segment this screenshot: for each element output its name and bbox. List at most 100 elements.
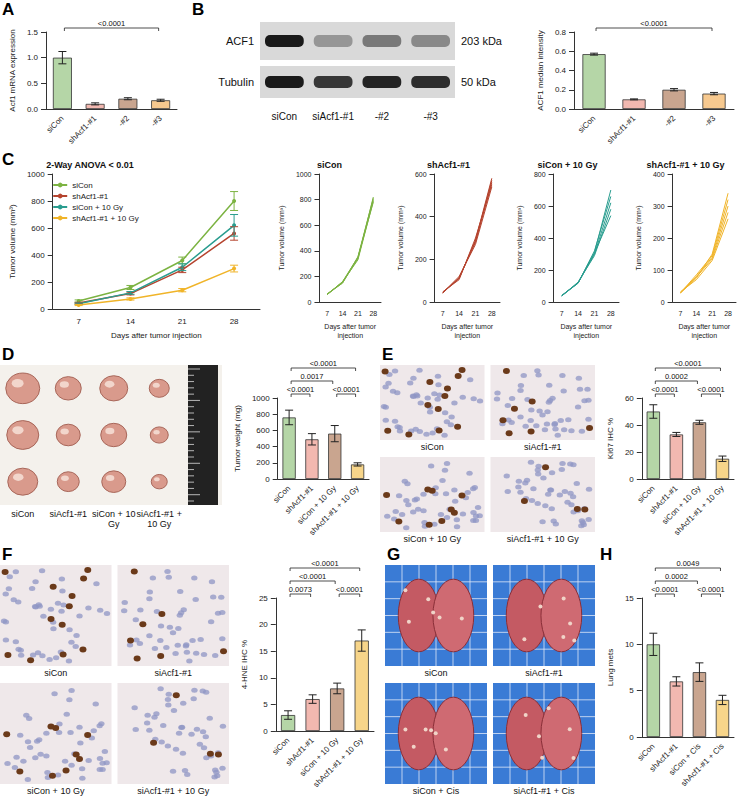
svg-text:28: 28 <box>724 310 732 317</box>
svg-text:<0.0001: <0.0001 <box>287 385 314 394</box>
svg-text:600: 600 <box>256 426 270 435</box>
svg-text:1.5: 1.5 <box>27 28 39 37</box>
svg-text:200: 200 <box>256 458 270 467</box>
svg-text:0.0049: 0.0049 <box>676 559 699 568</box>
svg-text:<0.0001: <0.0001 <box>674 359 701 368</box>
svg-text:21: 21 <box>472 310 480 317</box>
svg-text:0.4: 0.4 <box>555 66 567 75</box>
svg-text:shAcf1-#1: shAcf1-#1 <box>67 113 99 145</box>
svg-text:7: 7 <box>679 310 683 317</box>
svg-text:Lung mets: Lung mets <box>606 649 615 686</box>
svg-text:0.0: 0.0 <box>555 105 567 114</box>
svg-text:21: 21 <box>178 317 187 326</box>
svg-text:injection: injection <box>691 332 717 340</box>
svg-text:Ki67 IHC %: Ki67 IHC % <box>606 418 615 459</box>
svg-text:0: 0 <box>308 299 312 306</box>
svg-text:7: 7 <box>76 317 81 326</box>
svg-text:Tubulin: Tubulin <box>218 76 254 88</box>
svg-text:21: 21 <box>591 310 599 317</box>
svg-text:28: 28 <box>607 310 615 317</box>
svg-text:1000: 1000 <box>296 171 312 178</box>
svg-text:14: 14 <box>339 310 347 317</box>
svg-text:ACF1: ACF1 <box>226 35 254 47</box>
svg-text:siCon: siCon <box>636 742 657 763</box>
svg-text:15: 15 <box>259 647 268 656</box>
svg-text:siCon: siCon <box>576 114 597 135</box>
svg-text:21: 21 <box>708 310 716 317</box>
svg-text:600: 600 <box>300 222 312 229</box>
svg-text:28: 28 <box>488 310 496 317</box>
svg-text:14: 14 <box>574 310 582 317</box>
svg-text:<0.0001: <0.0001 <box>333 385 360 394</box>
svg-text:<0.0001: <0.0001 <box>311 559 338 568</box>
svg-text:shAcf1-#1: shAcf1-#1 <box>605 113 637 145</box>
svg-text:1000: 1000 <box>252 394 270 403</box>
svg-text:<0.0001: <0.0001 <box>336 585 363 594</box>
svg-text:2-Way ANOVA < 0.01: 2-Way ANOVA < 0.01 <box>46 160 134 170</box>
svg-text:siCon: siCon <box>272 111 298 122</box>
svg-text:Days after tumor injection: Days after tumor injection <box>111 331 202 340</box>
svg-text:<0.0001: <0.0001 <box>697 385 724 394</box>
svg-text:Days after tumor: Days after tumor <box>441 323 493 331</box>
svg-text:200: 200 <box>415 256 427 263</box>
svg-text:14: 14 <box>455 310 463 317</box>
svg-text:siAcf1-#1: siAcf1-#1 <box>312 111 354 122</box>
svg-text:0: 0 <box>542 299 546 306</box>
svg-text:Tumor volume (mm³): Tumor volume (mm³) <box>8 204 17 279</box>
svg-text:-#2: -#2 <box>117 113 132 128</box>
svg-text:siCon: siCon <box>636 484 657 505</box>
svg-text:<0.0001: <0.0001 <box>310 359 337 368</box>
svg-text:600: 600 <box>534 203 546 210</box>
svg-text:400: 400 <box>31 251 45 260</box>
svg-text:shAcf1-#1: shAcf1-#1 <box>72 192 109 201</box>
svg-text:<0.0001: <0.0001 <box>640 19 667 28</box>
svg-text:5: 5 <box>629 686 634 695</box>
svg-text:20: 20 <box>259 620 268 629</box>
svg-text:1.0: 1.0 <box>27 53 39 62</box>
svg-text:siCon: siCon <box>270 736 291 757</box>
svg-text:5: 5 <box>263 700 268 709</box>
svg-text:Days after tumor: Days after tumor <box>678 323 730 331</box>
svg-text:Days after tumor: Days after tumor <box>560 323 612 331</box>
svg-text:shAcf1-#1: shAcf1-#1 <box>427 160 470 170</box>
svg-text:Tumor volume (mm³): Tumor volume (mm³) <box>278 206 286 271</box>
svg-text:50 kDa: 50 kDa <box>461 76 497 88</box>
svg-text:shAcf1-#1 + 10 Gy: shAcf1-#1 + 10 Gy <box>307 484 360 537</box>
svg-text:Tumor volume (mm³): Tumor volume (mm³) <box>516 206 524 271</box>
svg-text:siCon: siCon <box>72 181 92 190</box>
svg-text:0.0002: 0.0002 <box>665 572 688 581</box>
svg-text:0: 0 <box>40 305 45 314</box>
svg-text:0: 0 <box>629 733 634 742</box>
svg-text:7: 7 <box>441 310 445 317</box>
svg-text:7: 7 <box>325 310 329 317</box>
svg-text:-#2: -#2 <box>375 111 390 122</box>
svg-text:14: 14 <box>692 310 700 317</box>
svg-text:400: 400 <box>653 171 665 178</box>
svg-text:Tumor volume (mm³): Tumor volume (mm³) <box>397 206 405 271</box>
svg-text:0.0: 0.0 <box>27 105 39 114</box>
svg-text:800: 800 <box>256 410 270 419</box>
svg-text:14: 14 <box>126 317 135 326</box>
svg-text:siCon + 10 Gy: siCon + 10 Gy <box>660 484 702 526</box>
svg-text:4-HNE IHC %: 4-HNE IHC % <box>240 640 249 689</box>
svg-text:siCon + 10 Gy: siCon + 10 Gy <box>538 160 598 170</box>
svg-text:300: 300 <box>653 203 665 210</box>
svg-text:20: 20 <box>625 448 634 457</box>
svg-text:-#3: -#3 <box>149 113 164 128</box>
svg-text:200: 200 <box>653 235 665 242</box>
svg-text:200: 200 <box>534 267 546 274</box>
svg-text:-#2: -#2 <box>663 113 678 128</box>
svg-text:Days after tumor: Days after tumor <box>324 323 376 331</box>
svg-text:21: 21 <box>354 310 362 317</box>
svg-text:600: 600 <box>415 171 427 178</box>
svg-text:injection: injection <box>337 332 363 340</box>
svg-text:shAcf1-#1 + 10 Gy: shAcf1-#1 + 10 Gy <box>72 214 138 223</box>
svg-text:injection: injection <box>454 332 480 340</box>
svg-text:0.5: 0.5 <box>27 79 39 88</box>
svg-text:10: 10 <box>625 640 634 649</box>
svg-text:0.8: 0.8 <box>555 28 567 37</box>
svg-text:203 kDa: 203 kDa <box>461 35 503 47</box>
svg-text:0.2: 0.2 <box>555 85 567 94</box>
svg-text:<0.0001: <0.0001 <box>697 585 724 594</box>
svg-text:1000: 1000 <box>27 170 45 179</box>
